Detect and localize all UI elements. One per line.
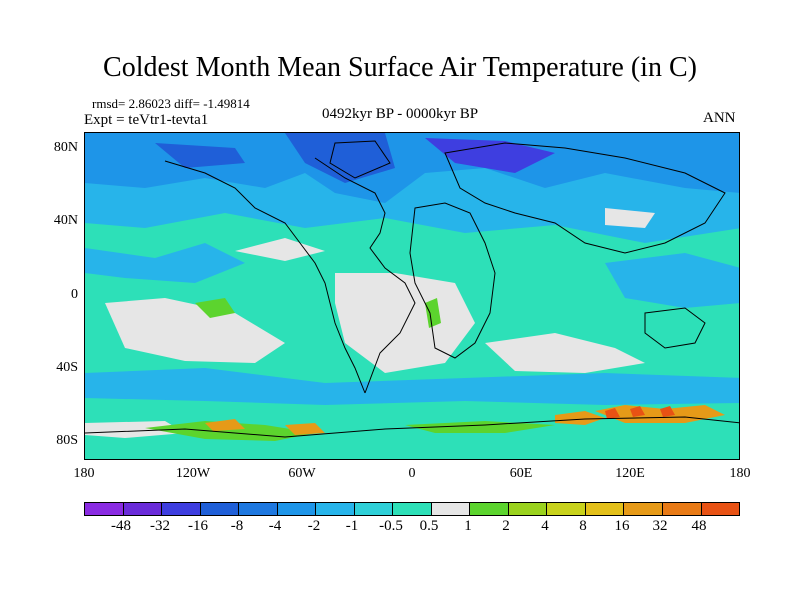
colorbar-swatch-2 — [123, 502, 163, 516]
arctic-blue-region — [85, 133, 739, 203]
stats-label: rmsd= 2.86023 diff= -1.49814 — [92, 96, 250, 111]
north-pacific-light-blue-region — [85, 243, 245, 283]
colorbar-label: 16 — [614, 518, 630, 534]
antarctic-red-spot-2 — [630, 406, 645, 417]
map-canvas — [85, 133, 739, 459]
colorbar-label: -2 — [307, 518, 321, 534]
colorbar-label: -0.5 — [379, 518, 403, 534]
greenland-coast — [329, 140, 391, 179]
africa-green-patch — [425, 298, 441, 328]
colorbar-swatch-15 — [624, 502, 663, 516]
antarctic-orange-patch-3 — [285, 423, 325, 435]
south-pacific-grey-region — [105, 298, 285, 363]
antarctic-grey-patch-west — [85, 421, 185, 438]
colorbar-swatch-11 — [470, 502, 509, 516]
west-pacific-light-blue-region — [605, 253, 739, 308]
coastlines — [85, 140, 739, 438]
pacific-green-patch — [195, 298, 235, 318]
colorbar-label: 8 — [579, 518, 587, 534]
eurasia-coast — [444, 142, 726, 254]
colorbar-label: -32 — [150, 518, 170, 534]
colorbar — [84, 502, 741, 516]
colorbar-label: 48 — [691, 518, 707, 534]
antarctic-red-spot-3 — [660, 406, 675, 417]
colorbar-swatch-17 — [701, 502, 741, 516]
colorbar-swatch-6 — [277, 502, 317, 516]
experiment-label: Expt = teVtr1-tevta1 — [84, 112, 209, 128]
colorbar-label: 0.5 — [419, 518, 439, 534]
colorbar-label: -4 — [268, 518, 282, 534]
lat-label-0: 0 — [71, 287, 78, 302]
australia-coast — [644, 307, 706, 349]
antarctic-green-band-east — [405, 421, 555, 433]
season-label: ANN — [703, 110, 736, 126]
colorbar-swatch-16 — [662, 502, 702, 516]
lon-label-120e: 120E — [615, 466, 645, 481]
colorbar-swatch-13 — [547, 502, 586, 516]
lon-label-60w: 60W — [288, 466, 316, 481]
lat-label-40s: 40S — [56, 360, 78, 375]
lat-label-80s: 80S — [56, 433, 78, 448]
asia-grey-patch — [605, 208, 655, 228]
colorbar-label: -1 — [345, 518, 359, 534]
colorbar-swatch-1 — [84, 502, 124, 516]
colorbar-label: -16 — [188, 518, 208, 534]
east-pacific-grey-region — [235, 238, 325, 261]
map-title: Coldest Month Mean Surface Air Temperatu… — [103, 52, 697, 83]
colorbar-label: -8 — [230, 518, 244, 534]
colorbar-label: 1 — [464, 518, 472, 534]
americas-west-coast — [164, 160, 366, 394]
lon-label-120w: 120W — [175, 466, 211, 481]
antarctic-orange-patch-1 — [555, 411, 605, 425]
lat-label-80n: 80N — [53, 140, 78, 155]
colorbar-swatch-12 — [508, 502, 548, 516]
antarctic-red-spot-1 — [605, 408, 620, 419]
africa-coast — [409, 202, 496, 359]
antarctic-orange-patch-2 — [205, 419, 245, 431]
colorbar-label: 4 — [541, 518, 549, 534]
colorbar-swatch-9 — [393, 502, 432, 516]
colorbar-swatch-4 — [200, 502, 240, 516]
lon-label-60e: 60E — [509, 466, 533, 481]
lat-label-40n: 40N — [53, 213, 78, 228]
americas-east-coast — [314, 157, 416, 394]
colorbar-swatch-10 — [431, 502, 471, 516]
colorbar-label: 2 — [502, 518, 510, 534]
colorbar-label: 32 — [652, 518, 668, 534]
lon-label-0: 0 — [408, 466, 416, 481]
temperature-difference-map — [84, 132, 740, 460]
colorbar-swatch-3 — [162, 502, 201, 516]
canada-dark-blue-region — [155, 143, 245, 168]
period-label: 0492kyr BP - 0000kyr BP — [322, 106, 479, 122]
antarctica-coast — [85, 416, 739, 438]
colorbar-swatch-14 — [585, 502, 625, 516]
indian-ocean-grey-region — [485, 333, 645, 373]
colorbar-swatch-5 — [239, 502, 278, 516]
colorbar-swatch-8 — [354, 502, 394, 516]
lon-label-180e: 180 — [729, 466, 751, 481]
scandinavia-deep-blue-region — [425, 138, 555, 173]
lon-label-180w: 180 — [73, 466, 95, 481]
colorbar-label: -48 — [111, 518, 131, 534]
southern-ocean-light-blue-band — [85, 368, 739, 405]
greenland-dark-blue-region — [285, 133, 395, 183]
colorbar-swatch-7 — [316, 502, 355, 516]
